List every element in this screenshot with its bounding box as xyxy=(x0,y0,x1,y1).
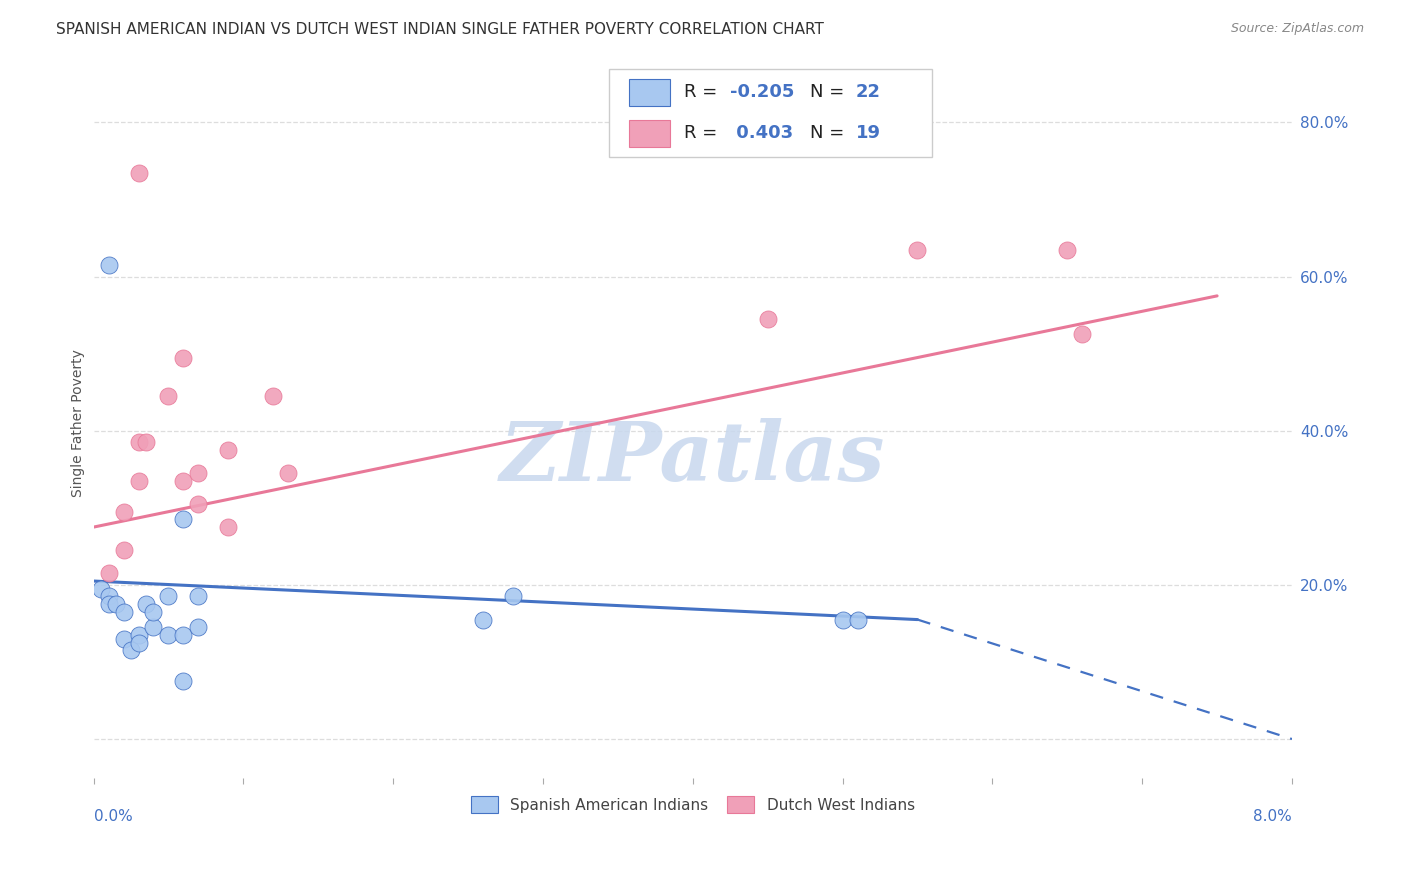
Point xyxy=(907,243,929,257)
Point xyxy=(128,165,150,179)
Point xyxy=(187,620,209,634)
Y-axis label: Single Father Poverty: Single Father Poverty xyxy=(72,349,86,497)
Text: R =: R = xyxy=(685,124,724,142)
Point xyxy=(90,582,112,596)
Text: 22: 22 xyxy=(856,84,880,102)
Point xyxy=(142,605,165,619)
Point xyxy=(502,590,524,604)
Text: N =: N = xyxy=(810,124,851,142)
Point xyxy=(172,674,194,689)
Text: ZIPatlas: ZIPatlas xyxy=(501,418,886,499)
FancyBboxPatch shape xyxy=(609,69,932,157)
Point xyxy=(97,597,120,611)
Point xyxy=(217,520,239,534)
Point xyxy=(172,512,194,526)
Point xyxy=(128,435,150,450)
Point xyxy=(157,628,180,642)
Point xyxy=(172,474,194,488)
Point xyxy=(112,543,135,558)
Point xyxy=(262,389,284,403)
Point xyxy=(142,620,165,634)
Point xyxy=(1071,327,1094,342)
Point xyxy=(97,258,120,272)
Text: 0.0%: 0.0% xyxy=(94,809,132,824)
Point xyxy=(128,628,150,642)
Legend: Spanish American Indians, Dutch West Indians: Spanish American Indians, Dutch West Ind… xyxy=(464,789,921,820)
Text: R =: R = xyxy=(685,84,724,102)
Point xyxy=(135,435,157,450)
Text: SPANISH AMERICAN INDIAN VS DUTCH WEST INDIAN SINGLE FATHER POVERTY CORRELATION C: SPANISH AMERICAN INDIAN VS DUTCH WEST IN… xyxy=(56,22,824,37)
Point xyxy=(172,351,194,365)
Text: 19: 19 xyxy=(856,124,880,142)
Text: N =: N = xyxy=(810,84,851,102)
Text: 0.403: 0.403 xyxy=(730,124,793,142)
Point xyxy=(112,505,135,519)
Point xyxy=(756,312,779,326)
Text: Source: ZipAtlas.com: Source: ZipAtlas.com xyxy=(1230,22,1364,36)
Point xyxy=(97,590,120,604)
Point xyxy=(112,605,135,619)
Point xyxy=(128,636,150,650)
FancyBboxPatch shape xyxy=(630,120,671,146)
Point xyxy=(105,597,128,611)
Point xyxy=(187,590,209,604)
FancyBboxPatch shape xyxy=(630,79,671,106)
Point xyxy=(120,643,142,657)
Point xyxy=(187,497,209,511)
Point xyxy=(846,613,869,627)
Point xyxy=(157,590,180,604)
Point xyxy=(1056,243,1078,257)
Text: -0.205: -0.205 xyxy=(730,84,794,102)
Point xyxy=(97,566,120,581)
Point xyxy=(472,613,495,627)
Point xyxy=(831,613,853,627)
Point xyxy=(157,389,180,403)
Point xyxy=(112,632,135,646)
Text: 8.0%: 8.0% xyxy=(1253,809,1292,824)
Point xyxy=(135,597,157,611)
Point xyxy=(128,474,150,488)
Point xyxy=(187,466,209,480)
Point xyxy=(172,628,194,642)
Point xyxy=(277,466,299,480)
Point xyxy=(217,443,239,458)
